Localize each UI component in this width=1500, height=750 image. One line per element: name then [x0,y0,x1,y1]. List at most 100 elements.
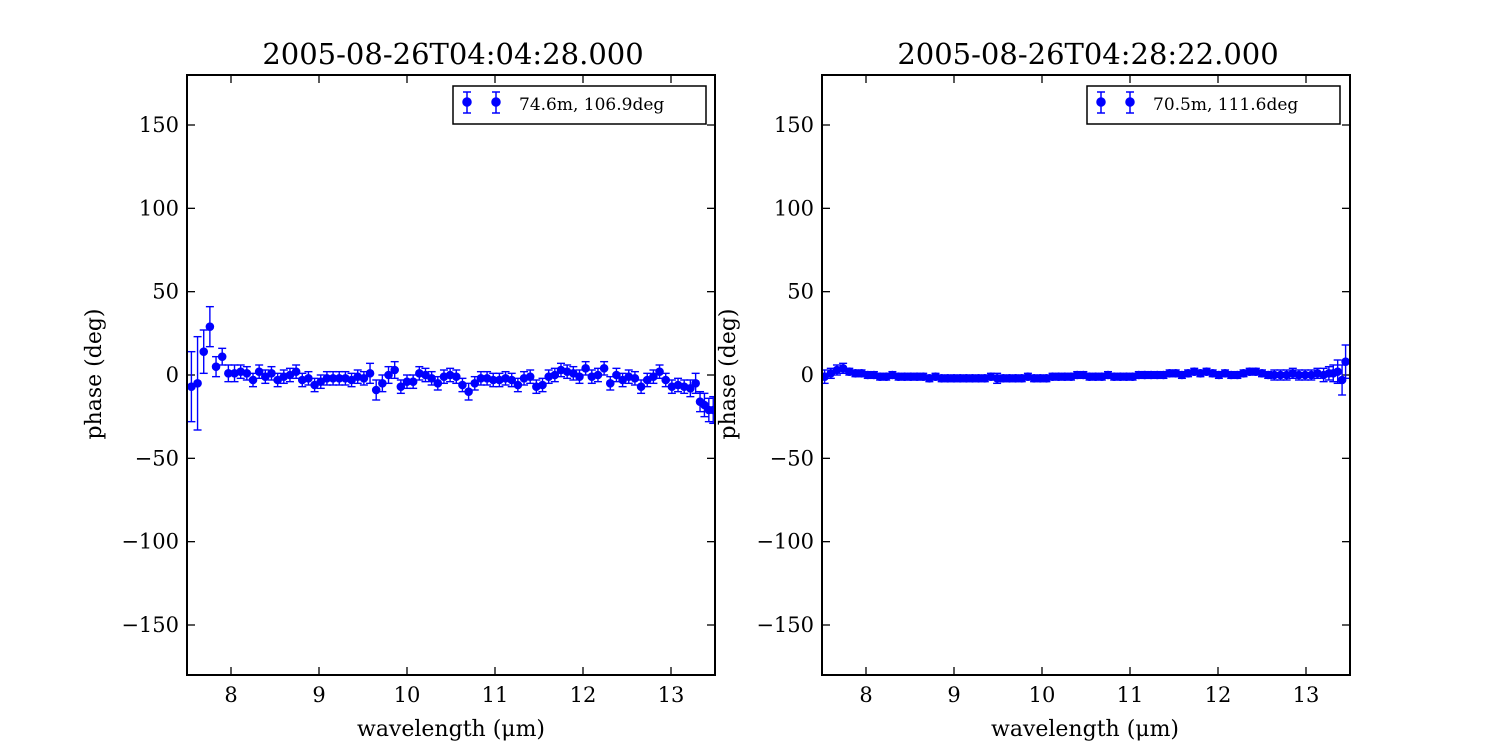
point-marker [384,370,393,380]
data-point [700,392,709,418]
y-tick-label: 0 [801,363,814,387]
point-marker [612,370,621,380]
data-point [1233,370,1242,380]
point-marker [248,375,258,385]
y-tick-label: 150 [774,113,814,137]
axes-frame [821,74,1351,676]
x-tick-label: 12 [570,683,597,707]
data-point [359,370,369,386]
data-point [211,355,221,378]
data-point [1300,369,1310,381]
data-point [857,369,866,378]
point-marker [507,375,517,385]
data-point [618,372,627,388]
point-marker [1333,367,1342,376]
data-point [230,364,239,383]
legend-marker-1 [1096,91,1106,114]
data-point [1263,370,1273,380]
data-point [470,375,480,391]
data-point [673,377,683,393]
point-marker [525,372,535,381]
point-marker [371,385,381,395]
axis-ticks: 8 9 10 11 12 13 −150 −100 −50 0 50 100 150 [121,75,715,707]
x-tick-label: 8 [224,683,237,707]
data-point [1128,372,1137,381]
plot-area [187,305,715,431]
data-point [679,379,689,395]
data-point [525,369,535,385]
point-marker [365,369,375,378]
data-point [556,362,566,378]
y-tick-label: 50 [787,280,814,304]
point-marker [199,347,209,356]
data-point [199,329,209,375]
axes-frame [186,74,716,676]
data-point [396,379,406,395]
y-tick-label: 0 [166,363,179,387]
data-point [458,377,467,393]
point-marker [390,365,399,375]
point-marker [211,362,221,371]
data-point [390,360,399,380]
y-axis-label: phase (deg) [716,308,741,439]
point-marker [254,367,264,376]
data-point [217,347,227,366]
data-point [587,369,597,385]
point-marker [1337,375,1347,385]
point-marker [691,379,700,388]
legend: 74.6m, 106.9deg [452,85,707,125]
data-point [415,365,424,381]
data-point [1159,370,1168,380]
data-point [550,367,560,383]
data-point [1060,372,1070,381]
x-axis-label: wavelength (μm) [357,717,545,742]
point-marker [291,367,301,376]
point-marker [458,380,467,390]
data-point [636,379,646,395]
data-point [980,374,990,383]
data-point [863,370,873,380]
legend-marker-2 [491,91,501,114]
y-tick-label: −50 [135,446,179,470]
y-axis-label: phase (deg) [82,308,107,439]
x-tick-label: 12 [1205,683,1232,707]
data-point [365,362,375,385]
point-marker [581,364,590,373]
data-point [353,369,363,385]
y-tick-label: −100 [121,530,179,554]
point-marker [193,379,202,388]
data-point [1288,367,1298,380]
x-tick-label: 13 [1293,683,1320,707]
data-point [242,365,252,381]
plot-area [822,344,1350,396]
chart-panel-right: 2005-08-26T04:28:22.000 wavelength (μm) … [716,37,1351,742]
data-point [1313,367,1322,380]
x-tick-label: 9 [312,683,325,707]
data-point [501,370,510,386]
data-point [1282,369,1291,381]
point-marker [550,370,560,380]
data-point [384,365,393,385]
data-point [495,372,504,388]
data-point [826,367,836,380]
data-point [248,372,258,388]
x-tick-label: 9 [947,683,960,707]
x-axis-label: wavelength (μm) [991,717,1179,742]
legend-marker-2 [1125,91,1135,114]
data-point [955,374,965,383]
point-marker [655,367,664,376]
data-point [822,369,829,385]
chart-title: 2005-08-26T04:04:28.000 [262,37,643,71]
data-point [686,379,695,398]
data-point [519,370,529,386]
data-point [1189,367,1199,376]
x-tick-label: 10 [394,683,421,707]
point-marker [538,380,547,390]
data-point [328,370,338,386]
series-points [822,344,1350,396]
point-marker [649,372,658,381]
point-marker [427,374,436,383]
y-tick-label: −100 [756,530,814,554]
data-point [439,369,449,385]
